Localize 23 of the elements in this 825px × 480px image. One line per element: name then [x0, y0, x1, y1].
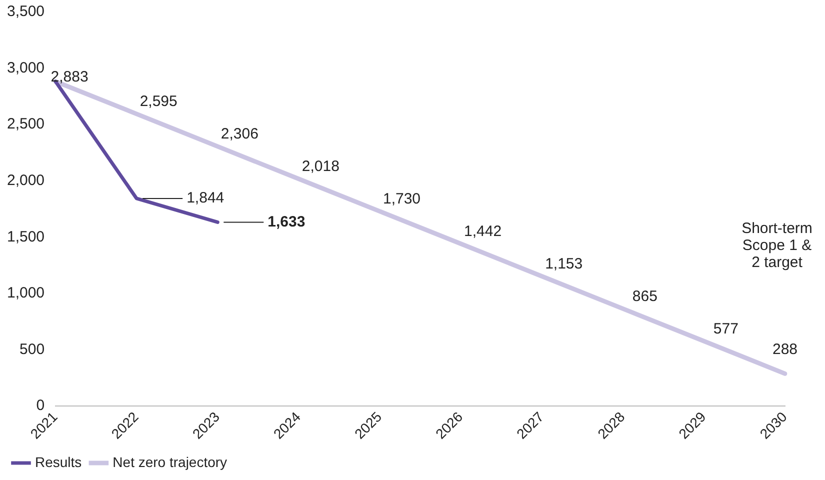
- data-label: 2,018: [302, 158, 340, 176]
- data-label: 288: [772, 340, 798, 358]
- legend-label: Net zero trajectory: [112, 454, 228, 470]
- y-tick-label: 1,500: [6, 228, 45, 246]
- data-label: 865: [632, 288, 658, 305]
- data-label: 1,442: [464, 222, 502, 240]
- legend-label: Results: [35, 454, 82, 470]
- data-label: 577: [713, 320, 738, 338]
- y-tick-label: 3,500: [6, 3, 45, 20]
- y-tick-label: 2,500: [6, 116, 45, 133]
- data-label: 2,595: [140, 93, 178, 110]
- data-label: 1,153: [545, 255, 583, 272]
- y-tick-label: 2,000: [6, 172, 45, 190]
- data-label: 1,633: [268, 213, 306, 230]
- data-label: 1,730: [382, 190, 421, 208]
- data-label: 2,883: [50, 68, 88, 86]
- y-tick-label: 3,000: [6, 59, 45, 76]
- data-label: 2,306: [220, 126, 258, 143]
- y-tick-label: 1,000: [6, 284, 45, 302]
- y-tick-label: 0: [36, 397, 45, 414]
- annotation: Short-term Scope 1 & 2 target: [742, 220, 812, 271]
- y-tick-label: 500: [20, 340, 45, 358]
- data-label: 1,844: [186, 190, 224, 207]
